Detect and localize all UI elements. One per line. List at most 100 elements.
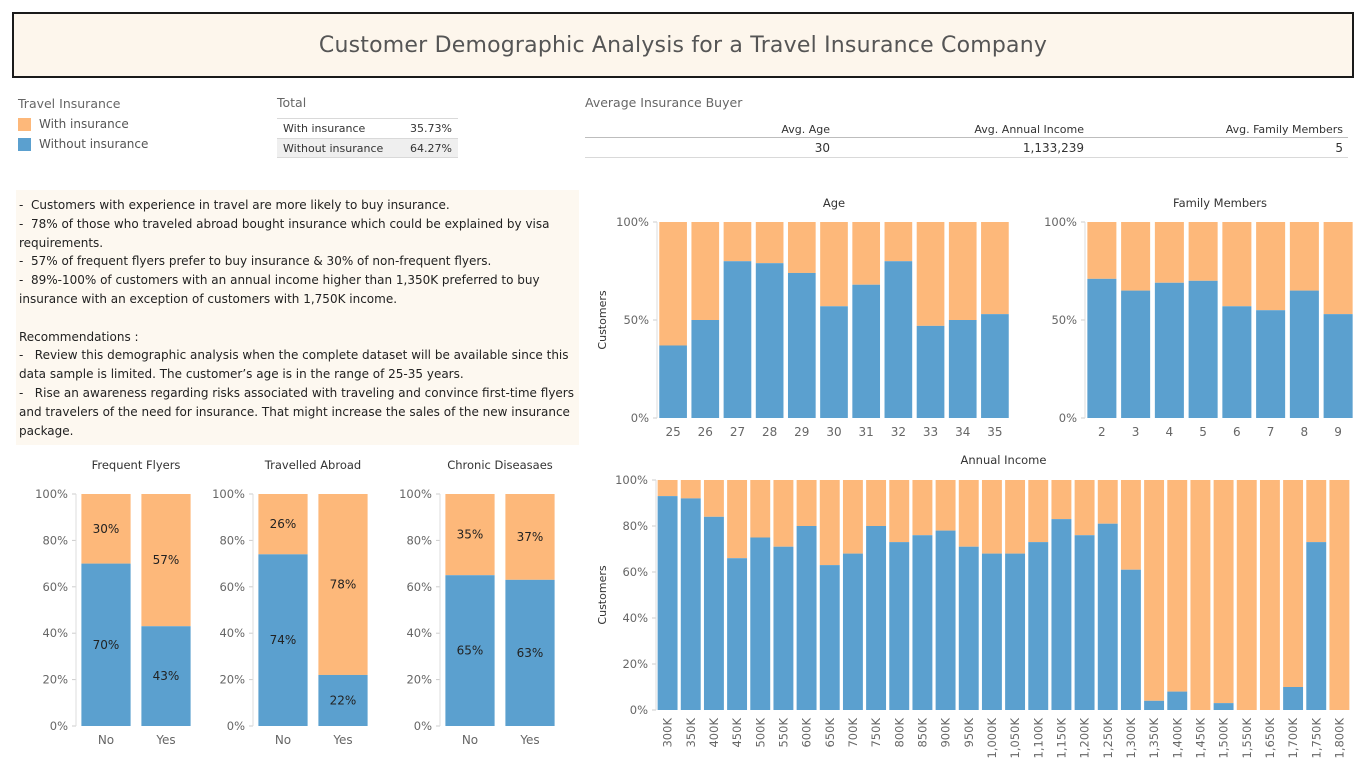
bar-without-insurance[interactable]	[258, 554, 308, 726]
bar-without-insurance[interactable]	[981, 553, 1002, 710]
bar-with-insurance[interactable]	[1167, 480, 1188, 692]
legend-item-without-insurance[interactable]: Without insurance	[18, 134, 148, 154]
bar-with-insurance[interactable]	[703, 480, 724, 517]
bar-with-insurance[interactable]	[1259, 480, 1280, 710]
bar-with-insurance[interactable]	[81, 494, 131, 564]
bar-without-insurance[interactable]	[1121, 290, 1151, 418]
bar-with-insurance[interactable]	[258, 494, 308, 555]
bar-with-insurance[interactable]	[796, 480, 817, 526]
bar-without-insurance[interactable]	[659, 345, 687, 418]
bar-with-insurance[interactable]	[773, 480, 794, 547]
bar-with-insurance[interactable]	[445, 494, 495, 576]
bar-with-insurance[interactable]	[505, 494, 555, 580]
bar-without-insurance[interactable]	[958, 546, 979, 710]
bar-with-insurance[interactable]	[889, 480, 910, 543]
bar-with-insurance[interactable]	[318, 494, 368, 675]
bar-without-insurance[interactable]	[1005, 553, 1026, 710]
bar-without-insurance[interactable]	[787, 272, 816, 418]
bar-without-insurance[interactable]	[1188, 280, 1218, 418]
bar-with-insurance[interactable]	[723, 222, 752, 262]
legend-item-with-insurance[interactable]: With insurance	[18, 114, 148, 134]
bar-with-insurance[interactable]	[1306, 480, 1327, 543]
bar-with-insurance[interactable]	[852, 222, 881, 285]
avg-income-value[interactable]: 1,133,239	[835, 138, 1089, 158]
bar-without-insurance[interactable]	[981, 314, 1009, 418]
bar-with-insurance[interactable]	[1289, 222, 1319, 291]
bar-with-insurance[interactable]	[680, 480, 701, 499]
bar-with-insurance[interactable]	[981, 480, 1002, 554]
bar-without-insurance[interactable]	[884, 261, 913, 418]
bar-with-insurance[interactable]	[820, 222, 848, 307]
bar-with-insurance[interactable]	[948, 222, 977, 320]
bar-with-insurance[interactable]	[1074, 480, 1095, 536]
bar-without-insurance[interactable]	[796, 526, 817, 710]
bar-without-insurance[interactable]	[1222, 306, 1252, 418]
bar-without-insurance[interactable]	[727, 558, 748, 710]
bar-without-insurance[interactable]	[1051, 519, 1072, 710]
bar-without-insurance[interactable]	[755, 263, 784, 418]
bar-with-insurance[interactable]	[1005, 480, 1026, 554]
bar-with-insurance[interactable]	[1283, 480, 1304, 687]
bar-with-insurance[interactable]	[755, 222, 784, 264]
bar-with-insurance[interactable]	[981, 222, 1009, 315]
bar-without-insurance[interactable]	[773, 546, 794, 710]
avg-family-value[interactable]: 5	[1089, 138, 1348, 158]
bar-with-insurance[interactable]	[958, 480, 979, 547]
bar-without-insurance[interactable]	[1144, 700, 1165, 710]
bar-without-insurance[interactable]	[842, 553, 863, 710]
bar-without-insurance[interactable]	[1154, 282, 1184, 418]
bar-without-insurance[interactable]	[680, 498, 701, 710]
bar-without-insurance[interactable]	[852, 284, 881, 418]
bar-without-insurance[interactable]	[912, 535, 933, 710]
bar-with-insurance[interactable]	[691, 222, 720, 320]
bar-with-insurance[interactable]	[842, 480, 863, 554]
bar-with-insurance[interactable]	[1256, 222, 1286, 311]
bar-without-insurance[interactable]	[819, 565, 840, 710]
bar-without-insurance[interactable]	[1306, 542, 1327, 710]
bar-without-insurance[interactable]	[505, 579, 555, 726]
bar-with-insurance[interactable]	[866, 480, 887, 526]
bar-with-insurance[interactable]	[935, 480, 956, 531]
bar-without-insurance[interactable]	[1167, 691, 1188, 710]
avg-age-value[interactable]: 30	[585, 138, 835, 158]
bar-with-insurance[interactable]	[1188, 222, 1218, 281]
bar-without-insurance[interactable]	[1213, 703, 1234, 710]
bar-without-insurance[interactable]	[445, 575, 495, 726]
bar-with-insurance[interactable]	[819, 480, 840, 566]
bar-without-insurance[interactable]	[691, 320, 720, 418]
bar-with-insurance[interactable]	[1222, 222, 1252, 307]
bar-without-insurance[interactable]	[723, 261, 752, 418]
bar-with-insurance[interactable]	[1087, 222, 1117, 279]
bar-without-insurance[interactable]	[141, 626, 191, 726]
bar-with-insurance[interactable]	[1028, 480, 1049, 543]
bar-without-insurance[interactable]	[866, 526, 887, 710]
bar-without-insurance[interactable]	[81, 563, 131, 726]
bar-with-insurance[interactable]	[1154, 222, 1184, 283]
bar-with-insurance[interactable]	[141, 494, 191, 627]
bar-without-insurance[interactable]	[1028, 542, 1049, 710]
bar-without-insurance[interactable]	[750, 537, 771, 711]
bar-without-insurance[interactable]	[703, 516, 724, 710]
bar-without-insurance[interactable]	[318, 674, 368, 726]
bar-with-insurance[interactable]	[1051, 480, 1072, 520]
bar-with-insurance[interactable]	[912, 480, 933, 536]
bar-without-insurance[interactable]	[916, 325, 945, 418]
bar-with-insurance[interactable]	[1121, 222, 1151, 291]
bar-with-insurance[interactable]	[657, 480, 678, 497]
bar-with-insurance[interactable]	[1190, 480, 1211, 710]
bar-without-insurance[interactable]	[935, 530, 956, 710]
bar-without-insurance[interactable]	[1283, 687, 1304, 710]
bar-with-insurance[interactable]	[1213, 480, 1234, 704]
bar-without-insurance[interactable]	[657, 496, 678, 710]
bar-without-insurance[interactable]	[820, 306, 848, 418]
bar-with-insurance[interactable]	[750, 480, 771, 538]
bar-without-insurance[interactable]	[889, 542, 910, 710]
total-row-without[interactable]: Without insurance 64.27%	[277, 138, 458, 158]
bar-with-insurance[interactable]	[884, 222, 913, 262]
bar-with-insurance[interactable]	[1329, 480, 1350, 710]
bar-without-insurance[interactable]	[1256, 310, 1286, 418]
bar-without-insurance[interactable]	[1289, 290, 1319, 418]
bar-with-insurance[interactable]	[1323, 222, 1353, 315]
bar-with-insurance[interactable]	[1144, 480, 1165, 701]
bar-without-insurance[interactable]	[948, 320, 977, 418]
